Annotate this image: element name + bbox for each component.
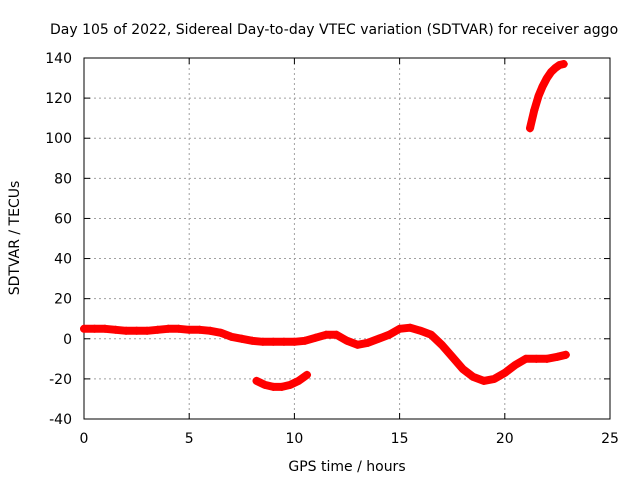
y-tick-label: 140	[45, 51, 72, 67]
y-tick-label: -20	[49, 372, 72, 388]
data-point	[448, 352, 457, 361]
data-point	[551, 64, 560, 73]
data-point	[237, 334, 246, 343]
data-point	[290, 337, 299, 346]
series-line	[80, 323, 570, 385]
y-tick-label: 40	[54, 252, 72, 268]
data-point	[532, 354, 541, 363]
data-point	[353, 340, 362, 349]
chart-title: Day 105 of 2022, Sidereal Day-to-day VTE…	[50, 22, 618, 38]
data-point	[277, 382, 286, 391]
data-point	[559, 60, 568, 69]
data-point	[321, 330, 330, 339]
data-point	[258, 337, 267, 346]
data-point	[294, 376, 303, 385]
x-tick-label: 20	[496, 431, 514, 447]
y-tick-label: 120	[45, 91, 72, 107]
y-tick-label: 0	[63, 332, 72, 348]
data-point	[216, 328, 225, 337]
y-tick-label: 20	[54, 292, 72, 308]
x-tick-label: 10	[285, 431, 303, 447]
data-point	[195, 325, 204, 334]
data-series	[80, 60, 570, 391]
series-segment-2	[252, 370, 312, 391]
data-point	[174, 324, 183, 333]
data-point	[286, 380, 295, 389]
x-axis-label: GPS time / hours	[288, 459, 405, 475]
y-tick-label: 100	[45, 131, 72, 147]
data-point	[469, 372, 478, 381]
data-point	[395, 324, 404, 333]
series-segment-1	[80, 323, 570, 385]
data-point	[479, 376, 488, 385]
data-point	[101, 324, 110, 333]
x-tick-label: 25	[601, 431, 619, 447]
data-point	[279, 337, 288, 346]
data-point	[260, 380, 269, 389]
data-point	[406, 323, 415, 332]
data-point	[122, 326, 131, 335]
x-tick-label: 5	[185, 431, 194, 447]
data-point	[269, 337, 278, 346]
x-tick-label: 15	[391, 431, 409, 447]
data-point	[153, 325, 162, 334]
data-point	[90, 324, 99, 333]
data-point	[185, 325, 194, 334]
grid-lines	[84, 58, 610, 419]
data-point	[227, 332, 236, 341]
data-point	[374, 334, 383, 343]
data-point	[269, 382, 278, 391]
data-point	[553, 352, 562, 361]
data-point	[303, 370, 312, 379]
data-point	[80, 324, 88, 333]
data-point	[542, 74, 551, 83]
data-point	[547, 68, 556, 77]
y-tick-label: 60	[54, 211, 72, 227]
series-segment-3	[526, 60, 568, 133]
data-point	[132, 326, 141, 335]
x-axis-ticks: 0 5 10 15 20 25	[80, 58, 619, 447]
data-point	[511, 360, 520, 369]
data-point	[534, 92, 543, 101]
y-axis-label: SDTVAR / TECUs	[7, 181, 23, 296]
data-point	[311, 333, 320, 342]
data-point	[143, 326, 152, 335]
data-point	[542, 354, 551, 363]
data-point	[252, 376, 261, 385]
data-point	[530, 106, 539, 115]
data-point	[416, 326, 425, 335]
data-point	[437, 340, 446, 349]
data-point	[555, 61, 564, 70]
data-point	[364, 338, 373, 347]
data-point	[538, 82, 547, 91]
x-tick-label: 0	[80, 431, 89, 447]
data-point	[332, 330, 341, 339]
y-tick-label: -40	[49, 412, 72, 428]
data-point	[521, 354, 530, 363]
data-point	[526, 124, 535, 133]
data-point	[300, 336, 309, 345]
data-point	[111, 325, 120, 334]
data-point	[500, 368, 509, 377]
y-axis-ticks: -40 -20 0 20 40 60 80 100 120 140	[45, 51, 610, 428]
data-point	[561, 350, 570, 359]
data-point	[490, 374, 499, 383]
data-point	[343, 336, 351, 345]
plot-frame	[83, 57, 611, 420]
data-point	[385, 330, 394, 339]
data-point	[164, 324, 173, 333]
data-point	[206, 326, 215, 335]
y-tick-label: 80	[54, 171, 72, 187]
data-point	[248, 336, 257, 345]
data-point	[458, 364, 467, 373]
data-point	[427, 330, 436, 339]
